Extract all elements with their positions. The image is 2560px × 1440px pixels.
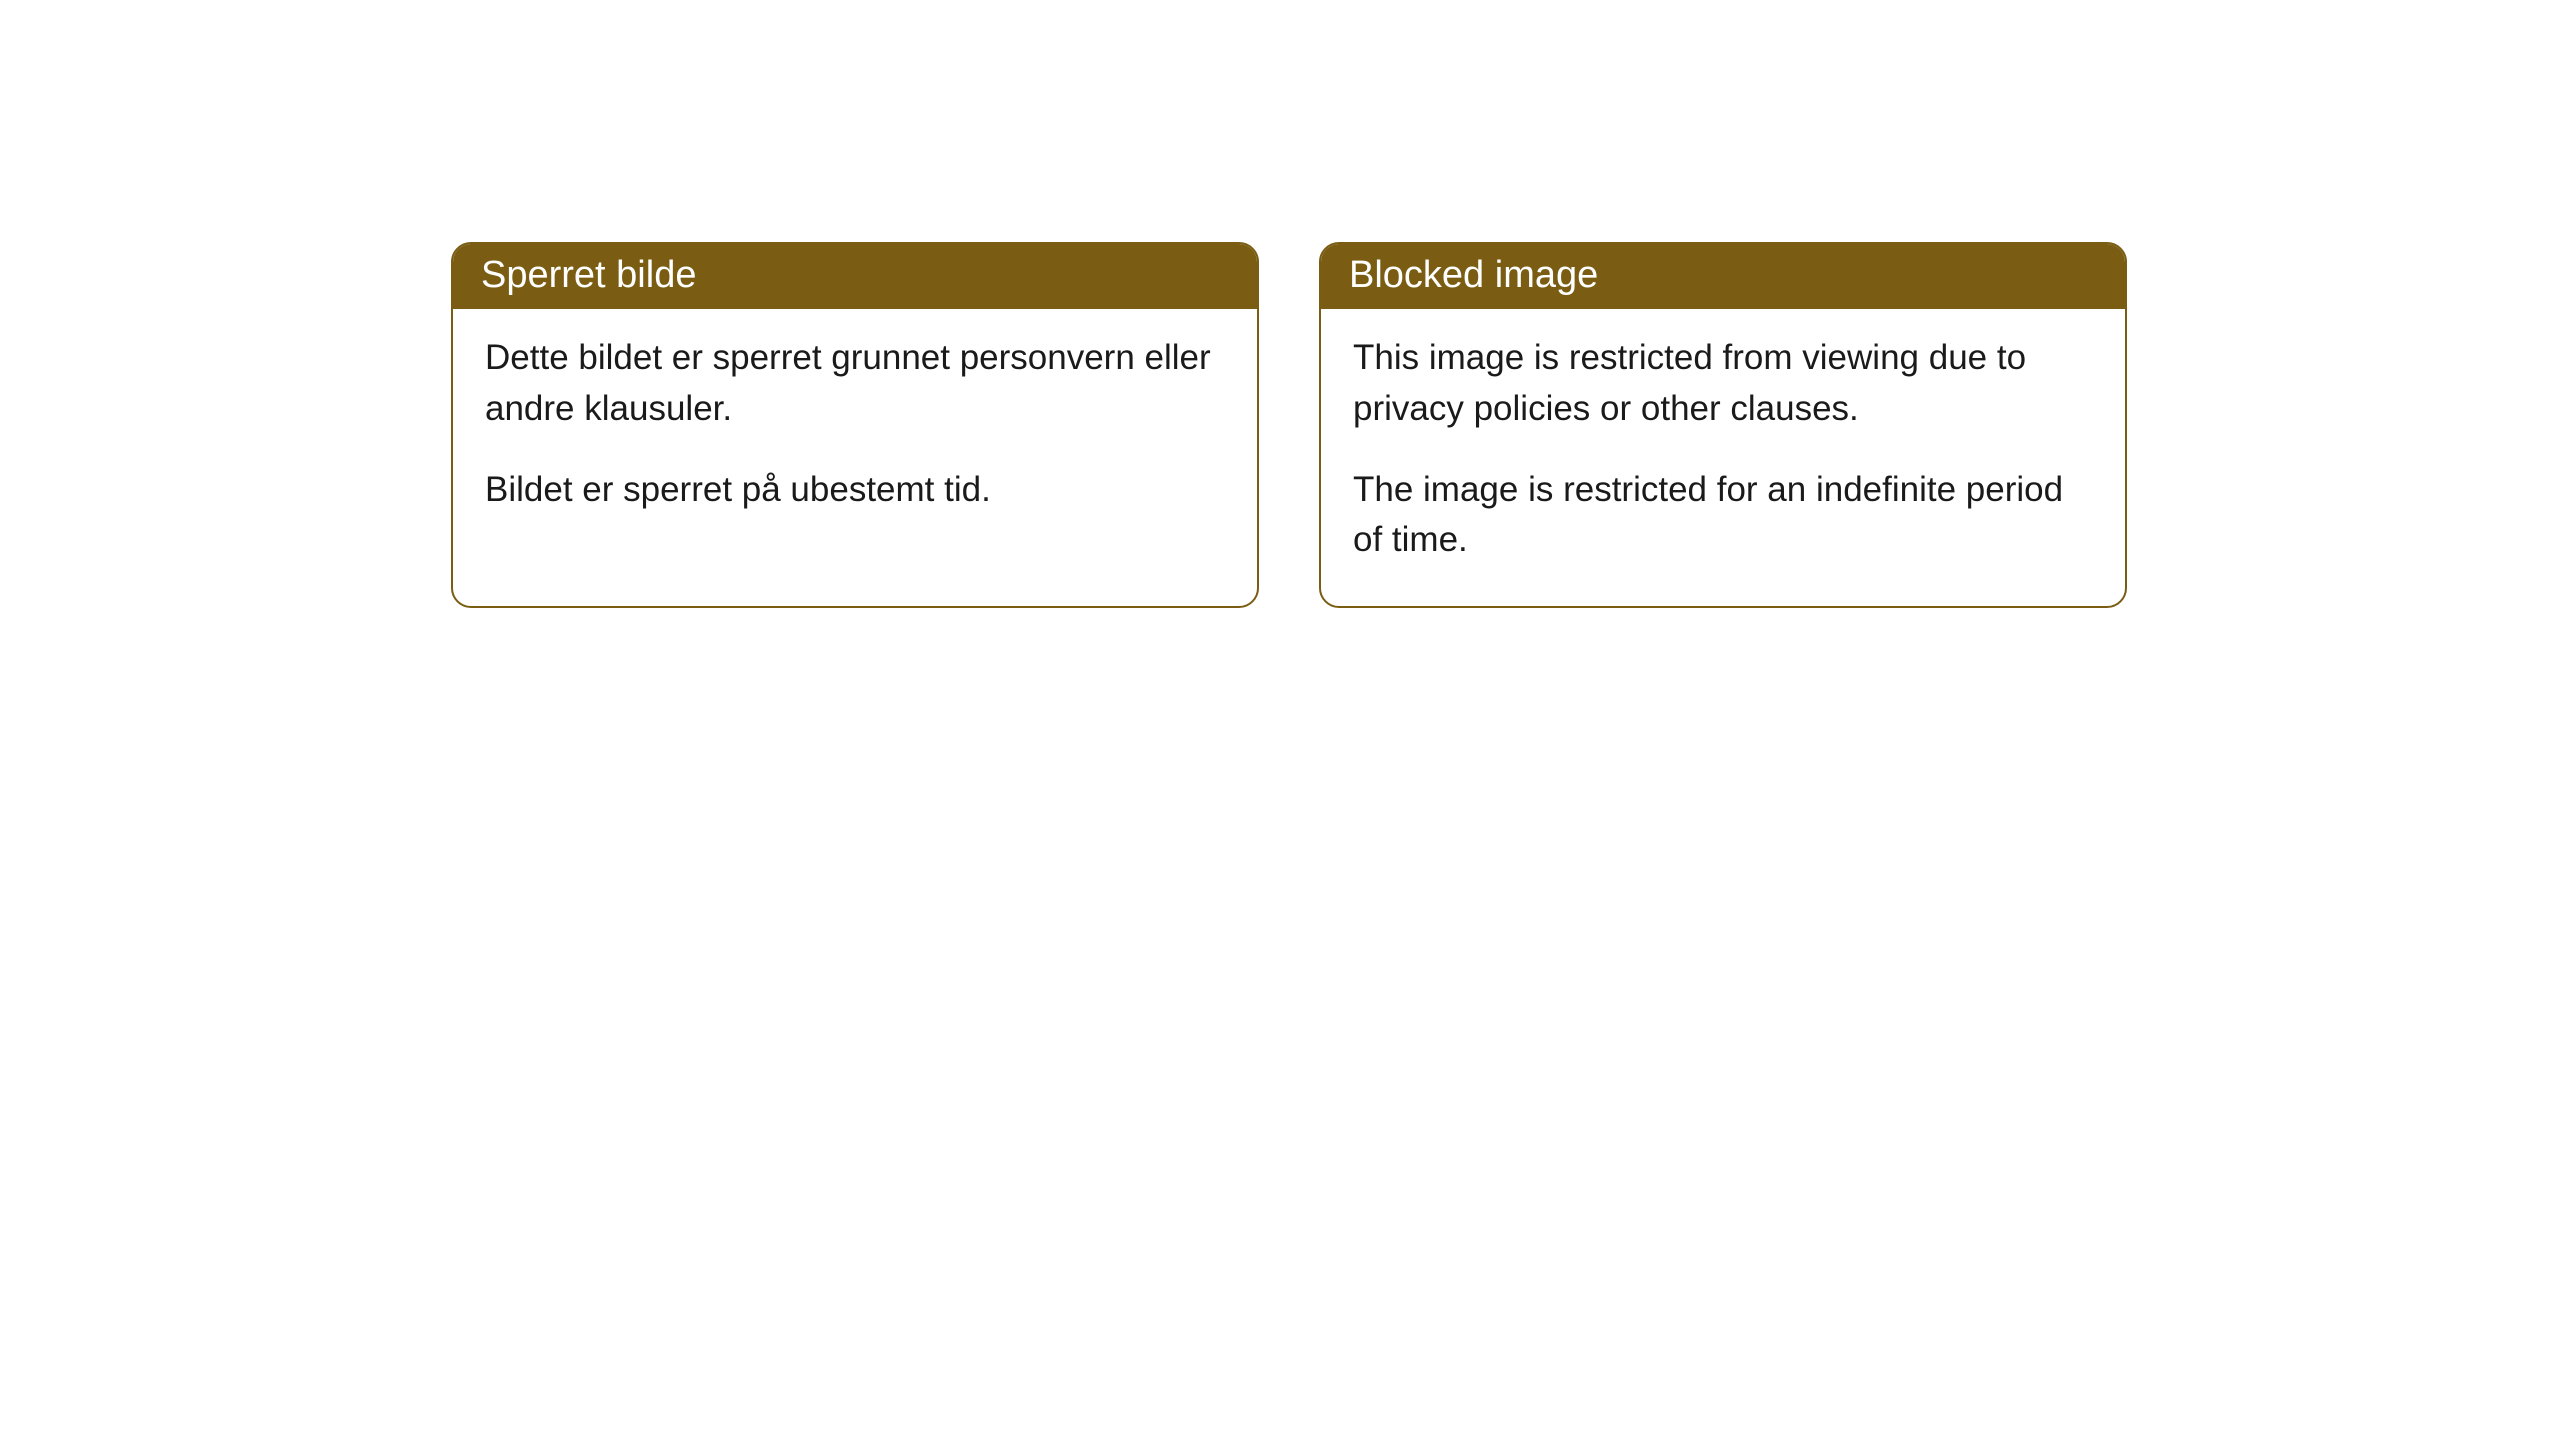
notice-cards-container: Sperret bilde Dette bildet er sperret gr… bbox=[451, 242, 2127, 608]
card-title-no: Sperret bilde bbox=[481, 254, 696, 296]
card-header-en: Blocked image bbox=[1321, 244, 2125, 309]
card-header-no: Sperret bilde bbox=[453, 244, 1257, 309]
card-paragraph-1-no: Dette bildet er sperret grunnet personve… bbox=[485, 333, 1225, 435]
card-title-en: Blocked image bbox=[1349, 254, 1598, 296]
card-body-no: Dette bildet er sperret grunnet personve… bbox=[453, 309, 1257, 555]
card-paragraph-2-no: Bildet er sperret på ubestemt tid. bbox=[485, 465, 1225, 516]
blocked-image-card-en: Blocked image This image is restricted f… bbox=[1319, 242, 2127, 608]
blocked-image-card-no: Sperret bilde Dette bildet er sperret gr… bbox=[451, 242, 1259, 608]
card-paragraph-1-en: This image is restricted from viewing du… bbox=[1353, 333, 2093, 435]
card-body-en: This image is restricted from viewing du… bbox=[1321, 309, 2125, 606]
card-paragraph-2-en: The image is restricted for an indefinit… bbox=[1353, 465, 2093, 567]
